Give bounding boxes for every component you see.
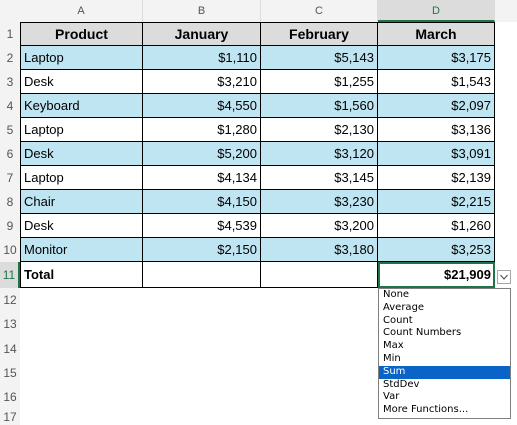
table-cell[interactable]: $3,120 [261,142,378,166]
row-header-9[interactable]: 9 [0,214,20,238]
total-row-cell[interactable]: Total [20,262,143,288]
menu-item-stddev[interactable]: StdDev [383,378,420,390]
table-cell[interactable]: $2,139 [378,166,495,190]
total-row-cell[interactable] [143,262,261,288]
table-cell[interactable]: $2,097 [378,94,495,118]
table-cell[interactable]: Keyboard [20,94,143,118]
table-cell[interactable]: $1,260 [378,214,495,238]
row-header-16[interactable]: 16 [0,385,20,410]
row-header-2[interactable]: 2 [0,46,20,70]
row-header-15[interactable]: 15 [0,361,20,385]
menu-item-min[interactable]: Min [383,352,401,364]
table-cell[interactable]: $3,175 [378,46,495,70]
table-header-cell[interactable]: Product [20,22,143,46]
table-cell[interactable]: $5,200 [143,142,261,166]
row-header-12[interactable]: 12 [0,288,20,312]
table-cell[interactable]: Desk [20,142,143,166]
row-header-3[interactable]: 3 [0,70,20,94]
table-header-cell[interactable]: February [261,22,378,46]
table-cell[interactable]: $4,150 [143,190,261,214]
table-cell[interactable]: $3,180 [261,238,378,262]
table-header-cell[interactable]: January [143,22,261,46]
table-cell[interactable]: $3,200 [261,214,378,238]
row-header-11[interactable]: 11 [0,262,20,288]
menu-item-sum[interactable]: Sum [379,365,510,379]
table-cell[interactable]: $3,230 [261,190,378,214]
total-function-menu: None Average Count Count Numbers Max Min Sum St… [378,288,511,419]
table-cell[interactable]: $1,543 [378,70,495,94]
column-header-a[interactable]: A [20,0,143,22]
total-row-dropdown-button[interactable] [497,270,511,284]
table-cell[interactable]: Laptop [20,118,143,142]
menu-item-count-numbers[interactable]: Count Numbers [383,327,462,339]
menu-item-var[interactable]: Var [383,391,400,403]
menu-item-none[interactable]: None [383,289,410,300]
table-cell[interactable]: $2,150 [143,238,261,262]
row-header-17[interactable]: 17 [0,410,20,425]
table-cell[interactable]: $1,280 [143,118,261,142]
table-cell[interactable]: $1,560 [261,94,378,118]
row-header-6[interactable]: 6 [0,142,20,166]
row-header-7[interactable]: 7 [0,166,20,190]
table-cell[interactable]: $2,130 [261,118,378,142]
table-cell[interactable]: $3,210 [143,70,261,94]
table-cell[interactable]: Monitor [20,238,143,262]
total-row-cell[interactable] [261,262,378,288]
table-cell[interactable]: $4,134 [143,166,261,190]
row-header-10[interactable]: 10 [0,238,20,262]
menu-item-max[interactable]: Max [383,340,404,352]
row-header-8[interactable]: 8 [0,190,20,214]
table-cell[interactable]: $1,110 [143,46,261,70]
row-header-14[interactable]: 14 [0,337,20,361]
chevron-down-icon [500,274,508,280]
table-cell[interactable]: $5,143 [261,46,378,70]
table-cell[interactable]: $4,539 [143,214,261,238]
row-header-1[interactable]: 1 [0,22,20,46]
table-cell[interactable]: Chair [20,190,143,214]
row-header-13[interactable]: 13 [0,312,20,337]
row-header-4[interactable]: 4 [0,94,20,118]
table-cell[interactable]: $4,550 [143,94,261,118]
table-cell[interactable]: Laptop [20,46,143,70]
table-cell[interactable]: Desk [20,70,143,94]
menu-item-more-functions[interactable]: More Functions... [383,404,469,416]
table-header-cell[interactable]: March [378,22,495,46]
table-cell[interactable]: $1,255 [261,70,378,94]
table-cell[interactable]: $3,253 [378,238,495,262]
column-header-c[interactable]: C [261,0,378,22]
total-row-cell[interactable]: $21,909 [378,262,495,288]
table-cell[interactable]: $3,091 [378,142,495,166]
column-header-b[interactable]: B [143,0,261,22]
table-cell[interactable]: Laptop [20,166,143,190]
row-header-5[interactable]: 5 [0,118,20,142]
worksheet-grid[interactable]: Product January February March Laptop $1,110 $… [20,22,517,425]
table-cell[interactable]: $3,136 [378,118,495,142]
column-header-d[interactable]: D [378,0,495,22]
menu-item-count[interactable]: Count [383,314,413,326]
table-cell[interactable]: $3,145 [261,166,378,190]
table-cell[interactable]: Desk [20,214,143,238]
menu-item-average[interactable]: Average [383,301,425,313]
table-cell[interactable]: $2,215 [378,190,495,214]
